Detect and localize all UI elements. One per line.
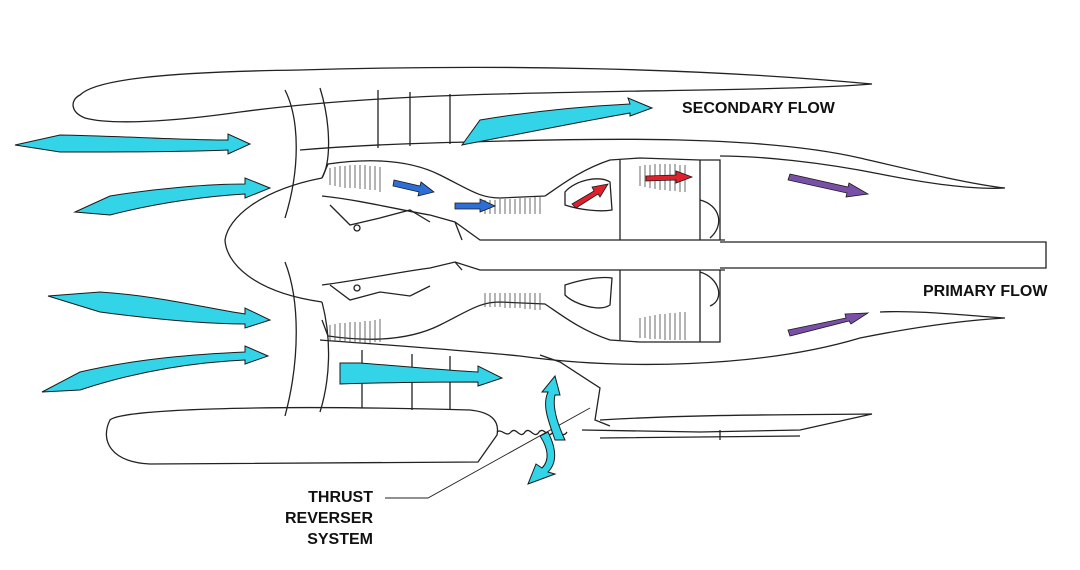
primary-flow-label: PRIMARY FLOW: [923, 283, 1048, 300]
upper-bearing: [353, 224, 361, 232]
intake-arrow-1: [14, 133, 252, 155]
turbine-rear: [699, 199, 720, 307]
lower-combustor: [564, 276, 613, 309]
reverser-arrow-up: [540, 374, 566, 441]
compressor-hatching: [329, 164, 686, 343]
upper-core-casing: [321, 157, 721, 240]
reverser-actuator: [539, 354, 611, 427]
intake-arrow-3: [47, 291, 272, 329]
bypass-arrow-lower: [339, 362, 504, 387]
lower-exhaust-arrow: [787, 312, 870, 337]
intake-flow-arrows: [14, 97, 654, 485]
combustor-flow-arrow: [571, 183, 609, 209]
shaft: [720, 241, 1047, 269]
upper-lp-compressor-blades: [329, 165, 381, 192]
reverser-arrow-down: [527, 431, 557, 485]
upper-core-inner: [321, 195, 725, 241]
hp-compressor-flow-arrow: [454, 198, 497, 213]
lower-lp-compressor-blades: [329, 319, 381, 343]
lower-frame: [329, 261, 463, 301]
secondary-flow-arrow: [460, 97, 654, 146]
thrust-reverser-label-line3: SYSTEM: [307, 531, 373, 548]
turbine-flow-arrow: [645, 170, 694, 184]
upper-combustor: [564, 178, 613, 212]
reverser-rail: [599, 430, 801, 440]
upper-guide-vanes: [377, 90, 451, 148]
upper-frame: [329, 204, 463, 241]
thrust-reverser-label-line1: THRUST: [308, 489, 373, 506]
intake-arrow-4: [41, 345, 270, 393]
leader-line: [385, 407, 591, 499]
reverser-sleeve: [581, 413, 873, 433]
lower-fan-cowl: [105, 406, 499, 465]
lower-bypass-inner: [319, 310, 1006, 366]
lower-core-inner: [321, 261, 725, 286]
upper-fan-cowl: [72, 66, 873, 123]
upper-fan-blade: [284, 87, 330, 219]
upper-exhaust-arrow: [787, 173, 870, 198]
lp-compressor-flow-arrow: [392, 179, 435, 197]
lower-core-casing: [321, 270, 721, 343]
spinner: [224, 177, 323, 303]
secondary-flow-label: SECONDARY FLOW: [682, 100, 835, 117]
core-flow-arrows: [392, 170, 870, 337]
lower-turbine-blades: [639, 312, 686, 340]
upper-bypass-inner: [299, 138, 1006, 189]
lower-fan-blade: [284, 261, 330, 417]
lower-bearing: [353, 284, 361, 292]
intake-arrow-2: [73, 177, 272, 216]
thrust-reverser-label-line2: REVERSER: [284, 510, 373, 527]
lower-hp-compressor-blades: [484, 293, 541, 310]
